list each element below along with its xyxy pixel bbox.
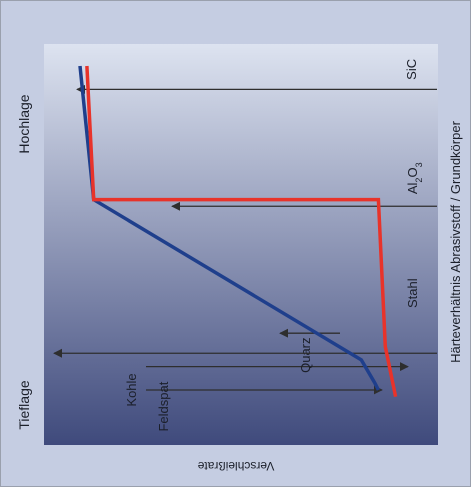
x-axis-label: Härteverhältnis Abrasivstoff / Grundkörp… bbox=[448, 120, 463, 362]
marker-label-sic: SiC bbox=[404, 59, 419, 80]
marker-label-feldspat: Feldspat bbox=[156, 381, 171, 431]
marker-label-kohle: Kohle bbox=[124, 373, 139, 406]
markers-layer: Kohle Feldspat Quarz Stahl Al2O3 SiC bbox=[53, 59, 437, 432]
y-axis-label: Verschleißrate bbox=[197, 459, 274, 473]
series-line-red bbox=[85, 65, 398, 398]
series-layer bbox=[78, 65, 398, 398]
region-label-low: Tieflage bbox=[16, 380, 32, 430]
series-line-blue bbox=[78, 65, 380, 391]
marker-label-quarz: Quarz bbox=[298, 337, 313, 372]
marker-label-stahl: Stahl bbox=[405, 278, 420, 308]
region-label-high: Hochlage bbox=[16, 94, 32, 153]
marker-label-al2o3: Al2O3 bbox=[405, 162, 424, 194]
